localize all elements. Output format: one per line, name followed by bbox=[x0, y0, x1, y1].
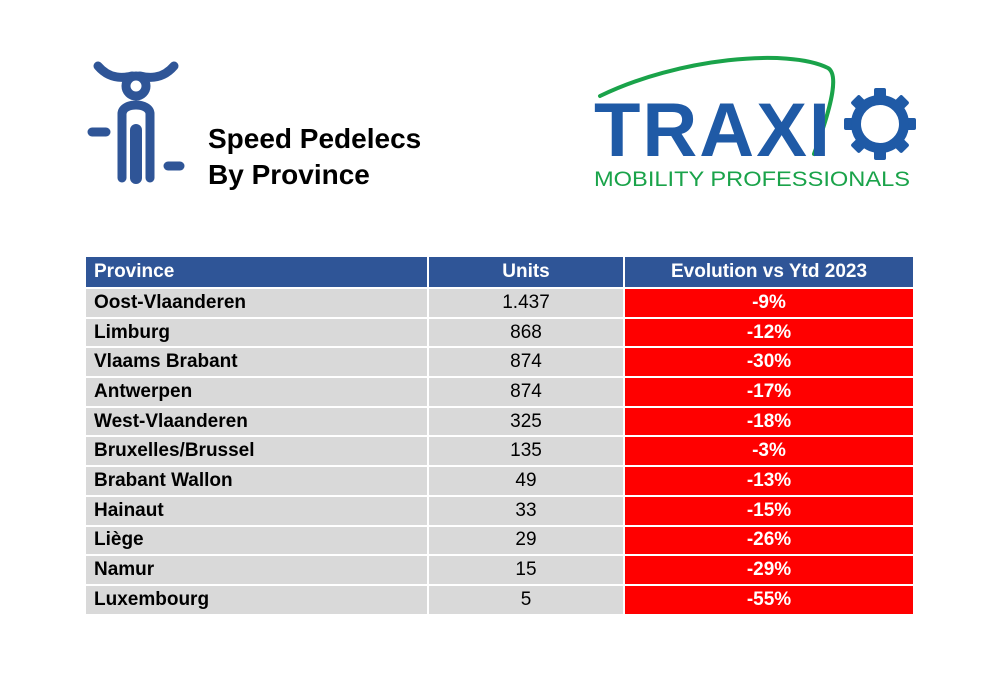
header-province: Province bbox=[86, 257, 429, 289]
units-cell: 15 bbox=[428, 555, 625, 586]
evolution-cell: -12% bbox=[624, 317, 915, 349]
province-cell: Namur bbox=[86, 555, 429, 586]
province-table: Province Units Evolution vs Ytd 2023 Oos… bbox=[86, 257, 915, 616]
table-row: Brabant Wallon 49 -13% bbox=[86, 466, 915, 497]
table-row: Bruxelles/Brussel 135 -3% bbox=[86, 436, 915, 468]
page-title: Speed Pedelecs By Province bbox=[208, 121, 421, 193]
evolution-cell: -30% bbox=[624, 347, 915, 379]
evolution-cell: -26% bbox=[624, 525, 915, 557]
table-row: Limburg 868 -12% bbox=[86, 317, 915, 349]
logo-brand: TRAXI bbox=[594, 88, 832, 173]
table-row: Luxembourg 5 -55% bbox=[86, 584, 915, 616]
province-cell: West-Vlaanderen bbox=[86, 406, 429, 438]
table-row: Oost-Vlaanderen 1.437 -9% bbox=[86, 288, 915, 319]
table-row: Namur 15 -29% bbox=[86, 555, 915, 586]
table-row: Liège 29 -26% bbox=[86, 525, 915, 557]
evolution-cell: -17% bbox=[624, 377, 915, 408]
evolution-cell: -13% bbox=[624, 466, 915, 497]
speed-pedelec-icon bbox=[87, 61, 185, 184]
title-line-2: By Province bbox=[208, 159, 370, 190]
province-cell: Bruxelles/Brussel bbox=[86, 436, 429, 468]
title-line-1: Speed Pedelecs bbox=[208, 123, 422, 154]
province-cell: Oost-Vlaanderen bbox=[86, 288, 429, 319]
evolution-cell: -55% bbox=[624, 584, 915, 616]
evolution-cell: -15% bbox=[624, 495, 915, 527]
units-cell: 874 bbox=[428, 347, 625, 379]
evolution-cell: -3% bbox=[624, 436, 915, 468]
province-cell: Antwerpen bbox=[86, 377, 429, 408]
units-cell: 325 bbox=[428, 406, 625, 438]
province-cell: Brabant Wallon bbox=[86, 466, 429, 497]
header-evolution: Evolution vs Ytd 2023 bbox=[624, 257, 915, 289]
table-row: West-Vlaanderen 325 -18% bbox=[86, 406, 915, 438]
evolution-cell: -18% bbox=[624, 406, 915, 438]
units-cell: 49 bbox=[428, 466, 625, 497]
units-cell: 29 bbox=[428, 525, 625, 557]
header-units: Units bbox=[428, 257, 625, 289]
table-row: Hainaut 33 -15% bbox=[86, 495, 915, 527]
gear-icon bbox=[844, 88, 916, 160]
province-cell: Limburg bbox=[86, 317, 429, 349]
table-row: Antwerpen 874 -17% bbox=[86, 377, 915, 408]
province-cell: Liège bbox=[86, 525, 429, 557]
table-row: Vlaams Brabant 874 -30% bbox=[86, 347, 915, 379]
units-cell: 874 bbox=[428, 377, 625, 408]
units-cell: 1.437 bbox=[428, 288, 625, 319]
units-cell: 135 bbox=[428, 436, 625, 468]
units-cell: 868 bbox=[428, 317, 625, 349]
province-cell: Hainaut bbox=[86, 495, 429, 527]
evolution-cell: -29% bbox=[624, 555, 915, 586]
units-cell: 33 bbox=[428, 495, 625, 527]
province-cell: Vlaams Brabant bbox=[86, 347, 429, 379]
province-cell: Luxembourg bbox=[86, 584, 429, 616]
traxio-logo: TRAXI MOBILITY PROFESSIONALS bbox=[594, 55, 916, 191]
units-cell: 5 bbox=[428, 584, 625, 616]
logo-tagline: MOBILITY PROFESSIONALS bbox=[594, 168, 910, 191]
evolution-cell: -9% bbox=[624, 288, 915, 319]
table-header-row: Province Units Evolution vs Ytd 2023 bbox=[86, 257, 915, 289]
